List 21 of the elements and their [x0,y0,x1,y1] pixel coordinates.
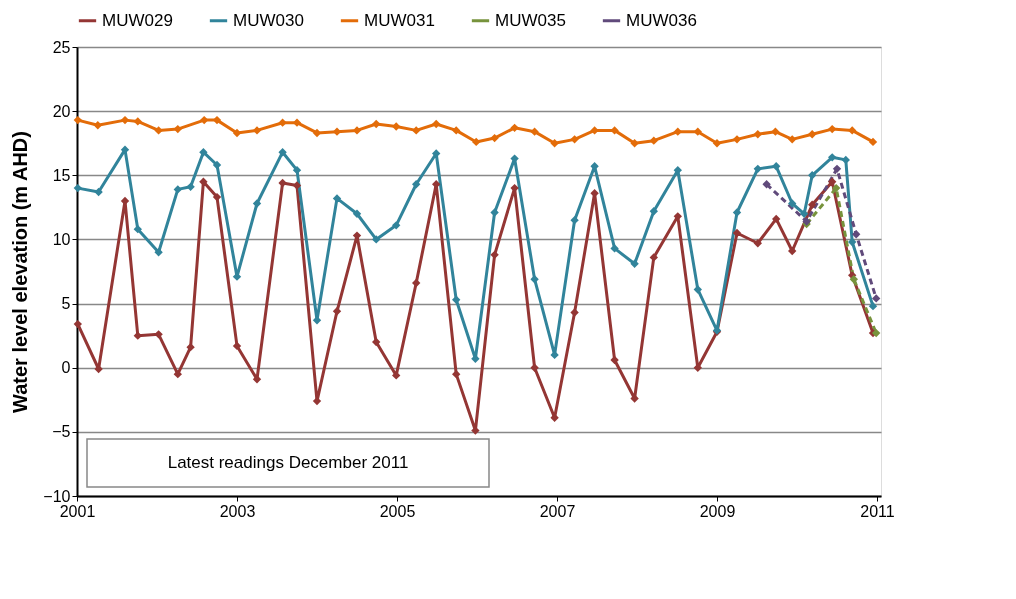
legend-label: MUW031 [364,10,435,30]
legend-label: MUW036 [626,10,697,30]
y-tick-label: 15 [52,166,71,184]
y-tick-label: 20 [52,102,71,120]
legend-label: MUW029 [102,10,173,30]
y-tick-label: 5 [61,295,71,313]
x-tick-label: 2005 [379,502,416,520]
y-tick-label: 10 [52,230,71,248]
legend-label: MUW035 [495,10,566,30]
y-tick-label: 0 [61,359,71,377]
legend-label: MUW030 [233,10,304,30]
x-tick-label: 2009 [699,502,736,520]
x-tick-label: 2003 [219,502,256,520]
x-tick-label: 2011 [860,502,895,520]
y-tick-label: 25 [52,38,71,56]
y-axis-title: Water level elevation (m AHD) [9,131,32,413]
x-tick-label: 2001 [59,502,96,520]
y-tick-label: −5 [52,423,71,441]
y-tick-label: −10 [43,487,71,505]
annotation: Latest readings December 2011 [167,453,409,472]
x-tick-label: 2007 [539,502,576,520]
